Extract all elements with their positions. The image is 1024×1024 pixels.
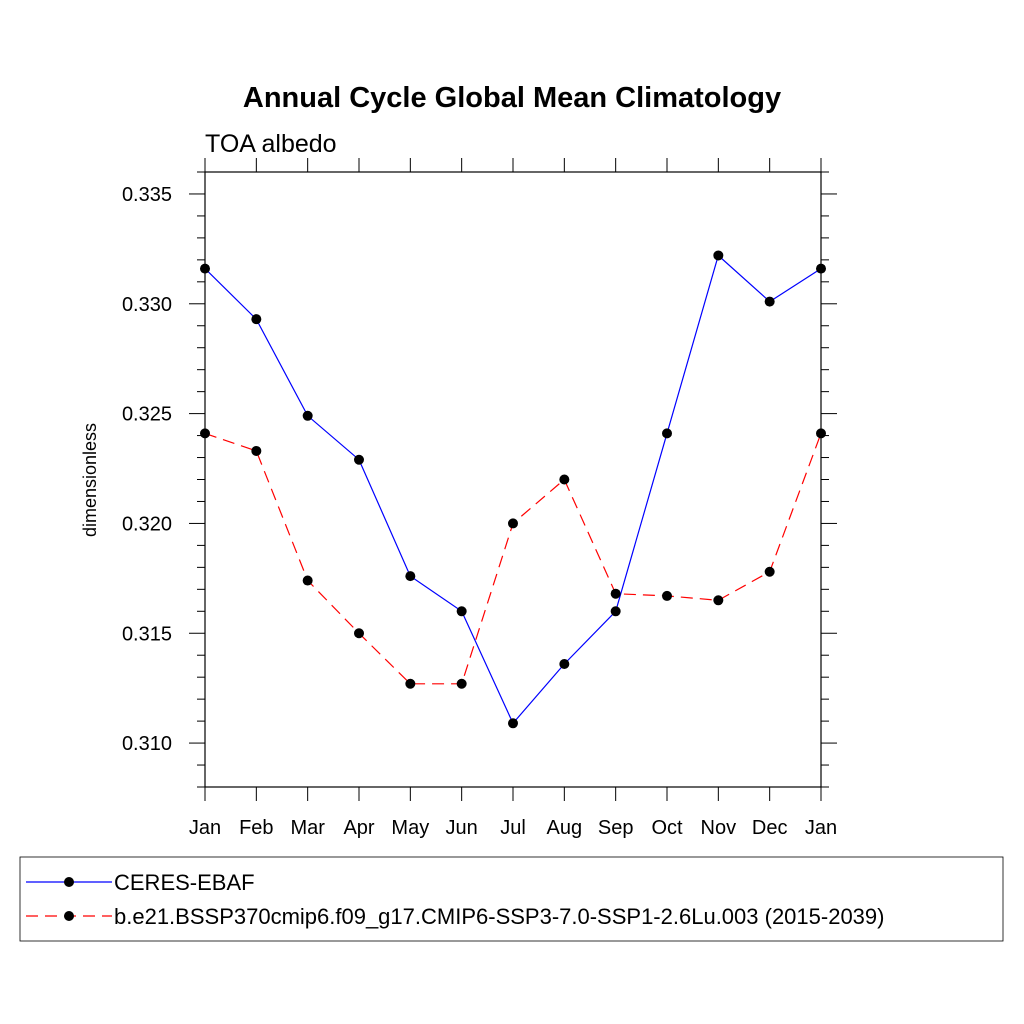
y-tick-label: 0.310 [122,733,172,755]
data-point [456,606,467,617]
series-line [204,432,822,685]
data-point [251,445,262,456]
chart-title: Annual Cycle Global Mean Climatology [243,82,781,114]
data-point [302,410,313,421]
legend: CERES-EBAF b.e21.BSSP370cmip6.f09_g17.CMI… [19,856,1004,942]
x-tick-label: Dec [752,817,788,839]
legend-swatch-marker [64,911,74,921]
x-tick-label: Nov [701,817,737,839]
y-tick-label: 0.315 [122,623,172,645]
data-point [508,718,518,729]
data-point [508,518,518,529]
data-point [302,575,313,586]
data-point [405,571,416,582]
x-tick-label: Apr [343,817,374,839]
series-2 [200,428,826,689]
data-point [662,590,672,601]
data-point [405,678,416,689]
data-point [610,588,621,599]
data-point [764,296,775,307]
legend-swatch-marker [64,877,74,887]
legend-label: b.e21.BSSP370cmip6.f09_g17.CMIP6-SSP3-7.… [114,904,884,929]
x-tick-label: Sep [598,817,634,839]
data-point [456,678,467,689]
data-point [713,595,724,606]
y-tick-label: 0.325 [122,404,172,426]
data-point [200,263,210,274]
axis-ticks [189,158,837,801]
y-axis-label: dimensionless [80,423,100,537]
y-tick-label: 0.335 [122,184,172,206]
data-point [816,263,826,274]
legend-label: CERES-EBAF [114,870,255,895]
data-point [251,314,262,325]
data-point [354,628,364,639]
chart-subtitle: TOA albedo [205,130,337,158]
x-tick-labels: Jan Feb Mar Apr May Jun Jul Aug Sep Oct Nov Dec Jan [189,817,837,839]
x-tick-label: Jul [500,817,526,839]
data-point [354,454,364,465]
data-point [559,659,570,669]
series-line [204,254,822,725]
x-tick-label: May [391,817,429,839]
legend-item: b.e21.BSSP370cmip6.f09_g17.CMIP6-SSP3-7.… [26,904,884,929]
data-point [559,474,570,485]
data-point [610,606,621,617]
x-tick-label: Aug [547,817,583,839]
x-tick-label: Mar [290,817,325,839]
legend-box [19,856,1004,942]
series-1 [200,250,826,729]
x-tick-label: Jan [805,817,837,839]
y-tick-labels: 0.310 0.315 0.320 0.325 0.330 0.335 [122,184,172,755]
x-tick-label: Jan [189,817,221,839]
x-tick-label: Oct [651,817,683,839]
x-tick-label: Jun [446,817,478,839]
data-point [662,428,672,439]
legend-item: CERES-EBAF [26,870,255,895]
data-point [816,428,826,439]
data-point [764,566,775,577]
data-point [713,250,724,261]
y-tick-label: 0.330 [122,294,172,316]
y-tick-label: 0.320 [122,513,172,535]
series-layer [200,250,826,729]
x-tick-label: Feb [239,817,273,839]
data-point [200,428,210,439]
